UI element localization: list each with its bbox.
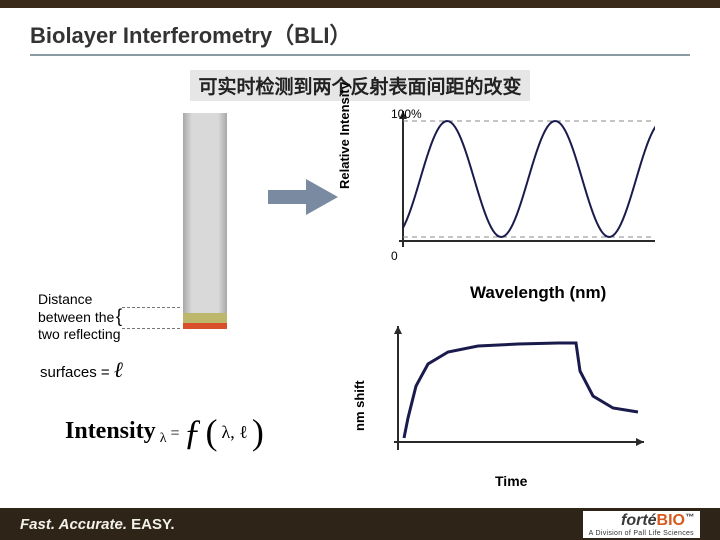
formula-f: ƒ xyxy=(184,412,202,452)
title-underline xyxy=(30,54,690,56)
nmshift-chart xyxy=(380,326,656,466)
brand-sub: A Division of Pall Life Sciences xyxy=(589,530,694,537)
content-area: Relative Intensity 100% 0 Wavelength (nm… xyxy=(0,101,720,501)
top-accent-bar xyxy=(0,0,720,8)
brand-pre: forté xyxy=(621,512,657,529)
distance-l2: between the xyxy=(38,309,120,327)
bracket-icon: { xyxy=(116,306,122,327)
chart1-zero-label: 0 xyxy=(391,249,398,263)
footer-accurate: Accurate. xyxy=(59,516,132,533)
chart1-top-label: 100% xyxy=(391,107,422,121)
title-area: Biolayer Interferometry（BLI） xyxy=(0,8,720,62)
distance-label: Distance between the two reflecting xyxy=(38,291,120,344)
footer-brand-block: fortéBIO™ A Division of Pall Life Scienc… xyxy=(583,511,700,538)
brand-tm: ™ xyxy=(685,512,694,522)
formula-word: Intensity xyxy=(65,418,156,444)
surfaces-prefix: surfaces = xyxy=(40,364,114,381)
probe-shaft xyxy=(183,113,227,313)
wavelength-label: Wavelength (nm) xyxy=(470,283,606,303)
formula-eq: = xyxy=(170,425,183,442)
brand-accent: BIO xyxy=(657,512,685,529)
subtitle-row: 可实时检测到两个反射表面间距的改变 xyxy=(0,70,720,101)
surfaces-label: surfaces = ℓ xyxy=(40,357,123,383)
formula-sub: λ xyxy=(160,431,167,446)
formula-paren-close: ) xyxy=(252,412,264,452)
distance-l1: Distance xyxy=(38,291,120,309)
chart1-svg xyxy=(355,111,655,266)
probe-layer-1 xyxy=(183,313,227,323)
intensity-chart: Relative Intensity 100% 0 xyxy=(355,111,655,266)
chart2-svg xyxy=(380,326,656,466)
footer-tagline: Fast. Accurate. EASY. xyxy=(20,516,175,533)
brand-logo: fortéBIO™ xyxy=(589,512,694,530)
chart2-ylabel: nm shift xyxy=(352,380,367,431)
formula-args: λ, ℓ xyxy=(222,422,248,442)
footer-fast: Fast. xyxy=(20,516,59,533)
arrow-right-icon xyxy=(268,179,338,215)
distance-dashline-bottom xyxy=(122,328,180,329)
surfaces-ell: ℓ xyxy=(114,357,123,382)
time-label: Time xyxy=(495,473,527,489)
chart1-ylabel: Relative Intensity xyxy=(337,82,352,189)
probe-layer-2 xyxy=(183,323,227,329)
distance-dashline-top xyxy=(122,307,180,308)
footer-easy: EASY. xyxy=(131,516,174,533)
formula-paren-open: ( xyxy=(206,412,218,452)
subtitle: 可实时检测到两个反射表面间距的改变 xyxy=(190,70,529,101)
page-title: Biolayer Interferometry（BLI） xyxy=(30,18,690,50)
distance-l3: two reflecting xyxy=(38,326,120,344)
biosensor-probe xyxy=(165,113,245,338)
footer: Fast. Accurate. EASY. fortéBIO™ A Divisi… xyxy=(0,508,720,540)
intensity-formula: Intensity λ = ƒ ( λ, ℓ ) xyxy=(65,411,264,453)
